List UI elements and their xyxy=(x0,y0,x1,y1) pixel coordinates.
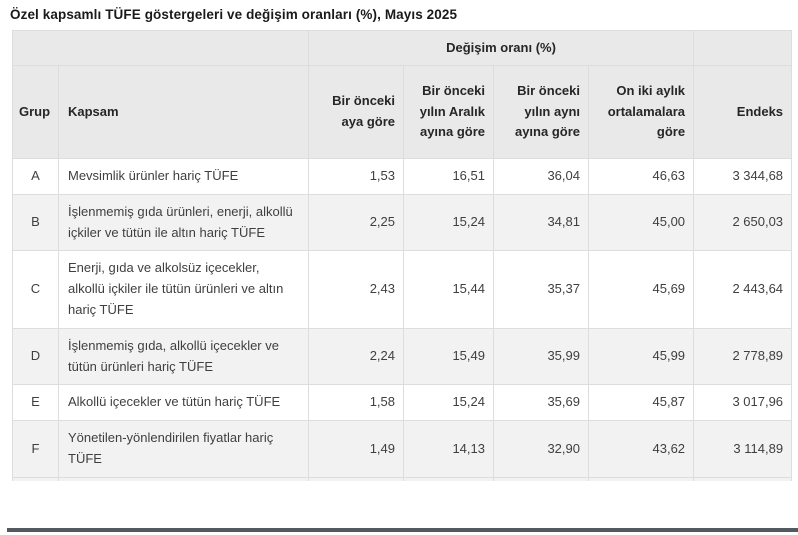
cell-kapsam: Mevsimlik ürünler hariç TÜFE xyxy=(58,158,309,195)
table-row: D İşlenmemiş gıda, alkollü içecekler ve … xyxy=(12,327,793,386)
cell-kapsam: Enerji, gıda ve alkolsüz içecekler, alko… xyxy=(58,250,309,329)
cell-monthly: 1,58 xyxy=(308,384,404,422)
column-header-endeks: Endeks xyxy=(693,65,793,159)
cell-since-december: 15,24 xyxy=(403,384,494,422)
cell-kapsam: Alkollü içecekler ve tütün hariç TÜFE xyxy=(58,384,309,422)
bottom-divider-bar xyxy=(7,528,798,532)
header-spacer-right xyxy=(693,30,793,66)
column-header-row: Grup Kapsam Bir önceki aya göre Bir önce… xyxy=(12,65,793,159)
cell-twelve-month-avg: 43,62 xyxy=(587,420,695,478)
cell-yearly: 36,04 xyxy=(493,158,589,195)
group-header-row: Değişim oranı (%) xyxy=(12,30,793,66)
column-header-since-december: Bir önceki yılın Aralık ayına göre xyxy=(403,65,494,159)
cell-grup: C xyxy=(12,250,59,329)
column-header-kapsam: Kapsam xyxy=(58,65,309,159)
cell-since-december: 15,44 xyxy=(403,250,494,329)
cell-yearly: 32,90 xyxy=(493,420,589,478)
cell-endeks: 2 778,89 xyxy=(693,327,793,386)
cell-yearly: 35,99 xyxy=(493,327,589,386)
table-row: B İşlenmemiş gıda ürünleri, enerji, alko… xyxy=(12,193,793,252)
cell-grup: F xyxy=(12,420,59,478)
cell-endeks: 2 650,03 xyxy=(693,193,793,252)
cell-since-december: 16,51 xyxy=(403,158,494,195)
cell-grup: B xyxy=(12,193,59,252)
column-header-monthly: Bir önceki aya göre xyxy=(308,65,404,159)
table-row: A Mevsimlik ürünler hariç TÜFE 1,53 16,5… xyxy=(12,158,793,195)
cell-grup: A xyxy=(12,158,59,195)
cell-endeks: 3 344,68 xyxy=(693,158,793,195)
cell-yearly: 35,37 xyxy=(493,250,589,329)
table-header: Değişim oranı (%) Grup Kapsam Bir önceki… xyxy=(12,30,793,159)
cell-twelve-month-avg: 45,00 xyxy=(587,193,695,252)
cell-twelve-month-avg: 45,87 xyxy=(587,384,695,422)
cell-twelve-month-avg: 45,99 xyxy=(587,327,695,386)
cell-monthly: 1,49 xyxy=(308,420,404,478)
cell-yearly: 34,81 xyxy=(493,193,589,252)
cell-yearly: 35,69 xyxy=(493,384,589,422)
table-body: A Mevsimlik ürünler hariç TÜFE 1,53 16,5… xyxy=(12,158,793,481)
cell-since-december: 14,13 xyxy=(403,420,494,478)
cell-since-december: 15,24 xyxy=(403,193,494,252)
table-row: C Enerji, gıda ve alkolsüz içecekler, al… xyxy=(12,250,793,329)
column-header-grup: Grup xyxy=(12,65,59,159)
cell-kapsam: İşlenmemiş gıda, alkollü içecekler ve tü… xyxy=(58,327,309,386)
clipped-next-row xyxy=(12,476,793,481)
page-title: Özel kapsamlı TÜFE göstergeleri ve değiş… xyxy=(10,7,458,22)
cell-monthly: 2,43 xyxy=(308,250,404,329)
cell-grup: E xyxy=(12,384,59,422)
tufe-indicators-table: Değişim oranı (%) Grup Kapsam Bir önceki… xyxy=(12,30,793,481)
header-spacer-left xyxy=(12,30,309,66)
table-row: E Alkollü içecekler ve tütün hariç TÜFE … xyxy=(12,384,793,422)
column-header-twelve-month-avg: On iki aylık ortalamalara göre xyxy=(587,65,695,159)
cell-grup: D xyxy=(12,327,59,386)
cell-twelve-month-avg: 46,63 xyxy=(587,158,695,195)
cell-endeks: 3 114,89 xyxy=(693,420,793,478)
cell-twelve-month-avg: 45,69 xyxy=(587,250,695,329)
table-row: F Yönetilen-yönlendirilen fiyatlar hariç… xyxy=(12,420,793,478)
group-header-degisim-orani: Değişim oranı (%) xyxy=(307,30,695,66)
cell-monthly: 2,25 xyxy=(308,193,404,252)
column-header-yearly: Bir önceki yılın aynı ayına göre xyxy=(493,65,589,159)
cell-endeks: 2 443,64 xyxy=(693,250,793,329)
cell-monthly: 1,53 xyxy=(308,158,404,195)
cell-endeks: 3 017,96 xyxy=(693,384,793,422)
cell-kapsam: İşlenmemiş gıda ürünleri, enerji, alkoll… xyxy=(58,193,309,252)
cell-kapsam: Yönetilen-yönlendirilen fiyatlar hariç T… xyxy=(58,420,309,478)
cell-monthly: 2,24 xyxy=(308,327,404,386)
cell-since-december: 15,49 xyxy=(403,327,494,386)
